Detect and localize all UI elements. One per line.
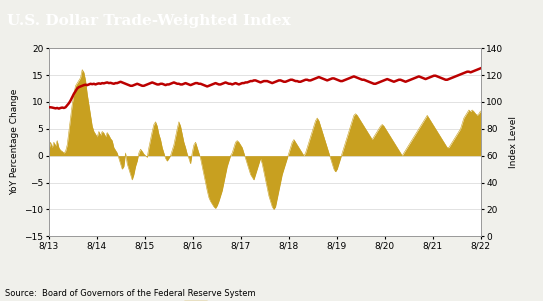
- Text: U.S. Dollar Trade-Weighted Index: U.S. Dollar Trade-Weighted Index: [7, 14, 291, 28]
- Y-axis label: Index Level: Index Level: [509, 116, 518, 168]
- Text: Source:  Board of Governors of the Federal Reserve System: Source: Board of Governors of the Federa…: [5, 289, 256, 298]
- Legend: YoY % Chg, Index Level: YoY % Chg, Index Level: [181, 297, 349, 301]
- Y-axis label: YoY Percentage Change: YoY Percentage Change: [10, 89, 19, 195]
